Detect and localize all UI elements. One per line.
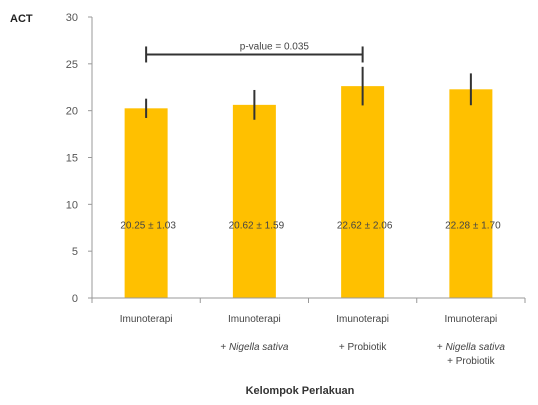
- category-label-line2: + Nigella sativa: [220, 342, 289, 353]
- y-axis-label: ACT: [10, 13, 33, 25]
- category-label: Imunoterapi: [336, 314, 389, 325]
- y-tick-label: 0: [72, 293, 78, 305]
- y-tick-label: 5: [72, 246, 78, 258]
- bars-layer: [124, 66, 493, 298]
- data-label: 22.62 ± 2.06: [337, 221, 393, 232]
- data-label: 22.28 ± 1.70: [445, 221, 501, 232]
- y-tick-label: 15: [66, 153, 78, 165]
- data-label: 20.62 ± 1.59: [229, 221, 285, 232]
- data-label: 20.25 ± 1.03: [120, 221, 176, 232]
- category-label: Imunoterapi: [120, 314, 173, 325]
- bar: [449, 89, 493, 298]
- category-label-line3: + Probiotik: [447, 356, 496, 367]
- x-axis-label: Kelompok Perlakuan: [246, 385, 355, 397]
- p-value-label: p-value = 0.035: [240, 41, 310, 52]
- y-tick-label: 25: [66, 59, 78, 71]
- category-label: Imunoterapi: [228, 314, 281, 325]
- bar: [124, 108, 168, 298]
- y-tick-label: 10: [66, 199, 78, 211]
- category-label: Imunoterapi: [444, 314, 497, 325]
- y-tick-label: 30: [66, 12, 78, 24]
- bar: [232, 104, 276, 298]
- y-tick-label: 20: [66, 106, 78, 118]
- labels-layer: 0 5 10 15 20 25 30 20.25 ± 1.03 Imunoterapi 20.62…: [66, 12, 506, 367]
- category-label-line2: + Probiotik: [339, 342, 388, 353]
- axes-layer: [88, 16, 526, 303]
- bar: [341, 86, 385, 298]
- category-label-line2: + Nigella sativa: [437, 342, 506, 353]
